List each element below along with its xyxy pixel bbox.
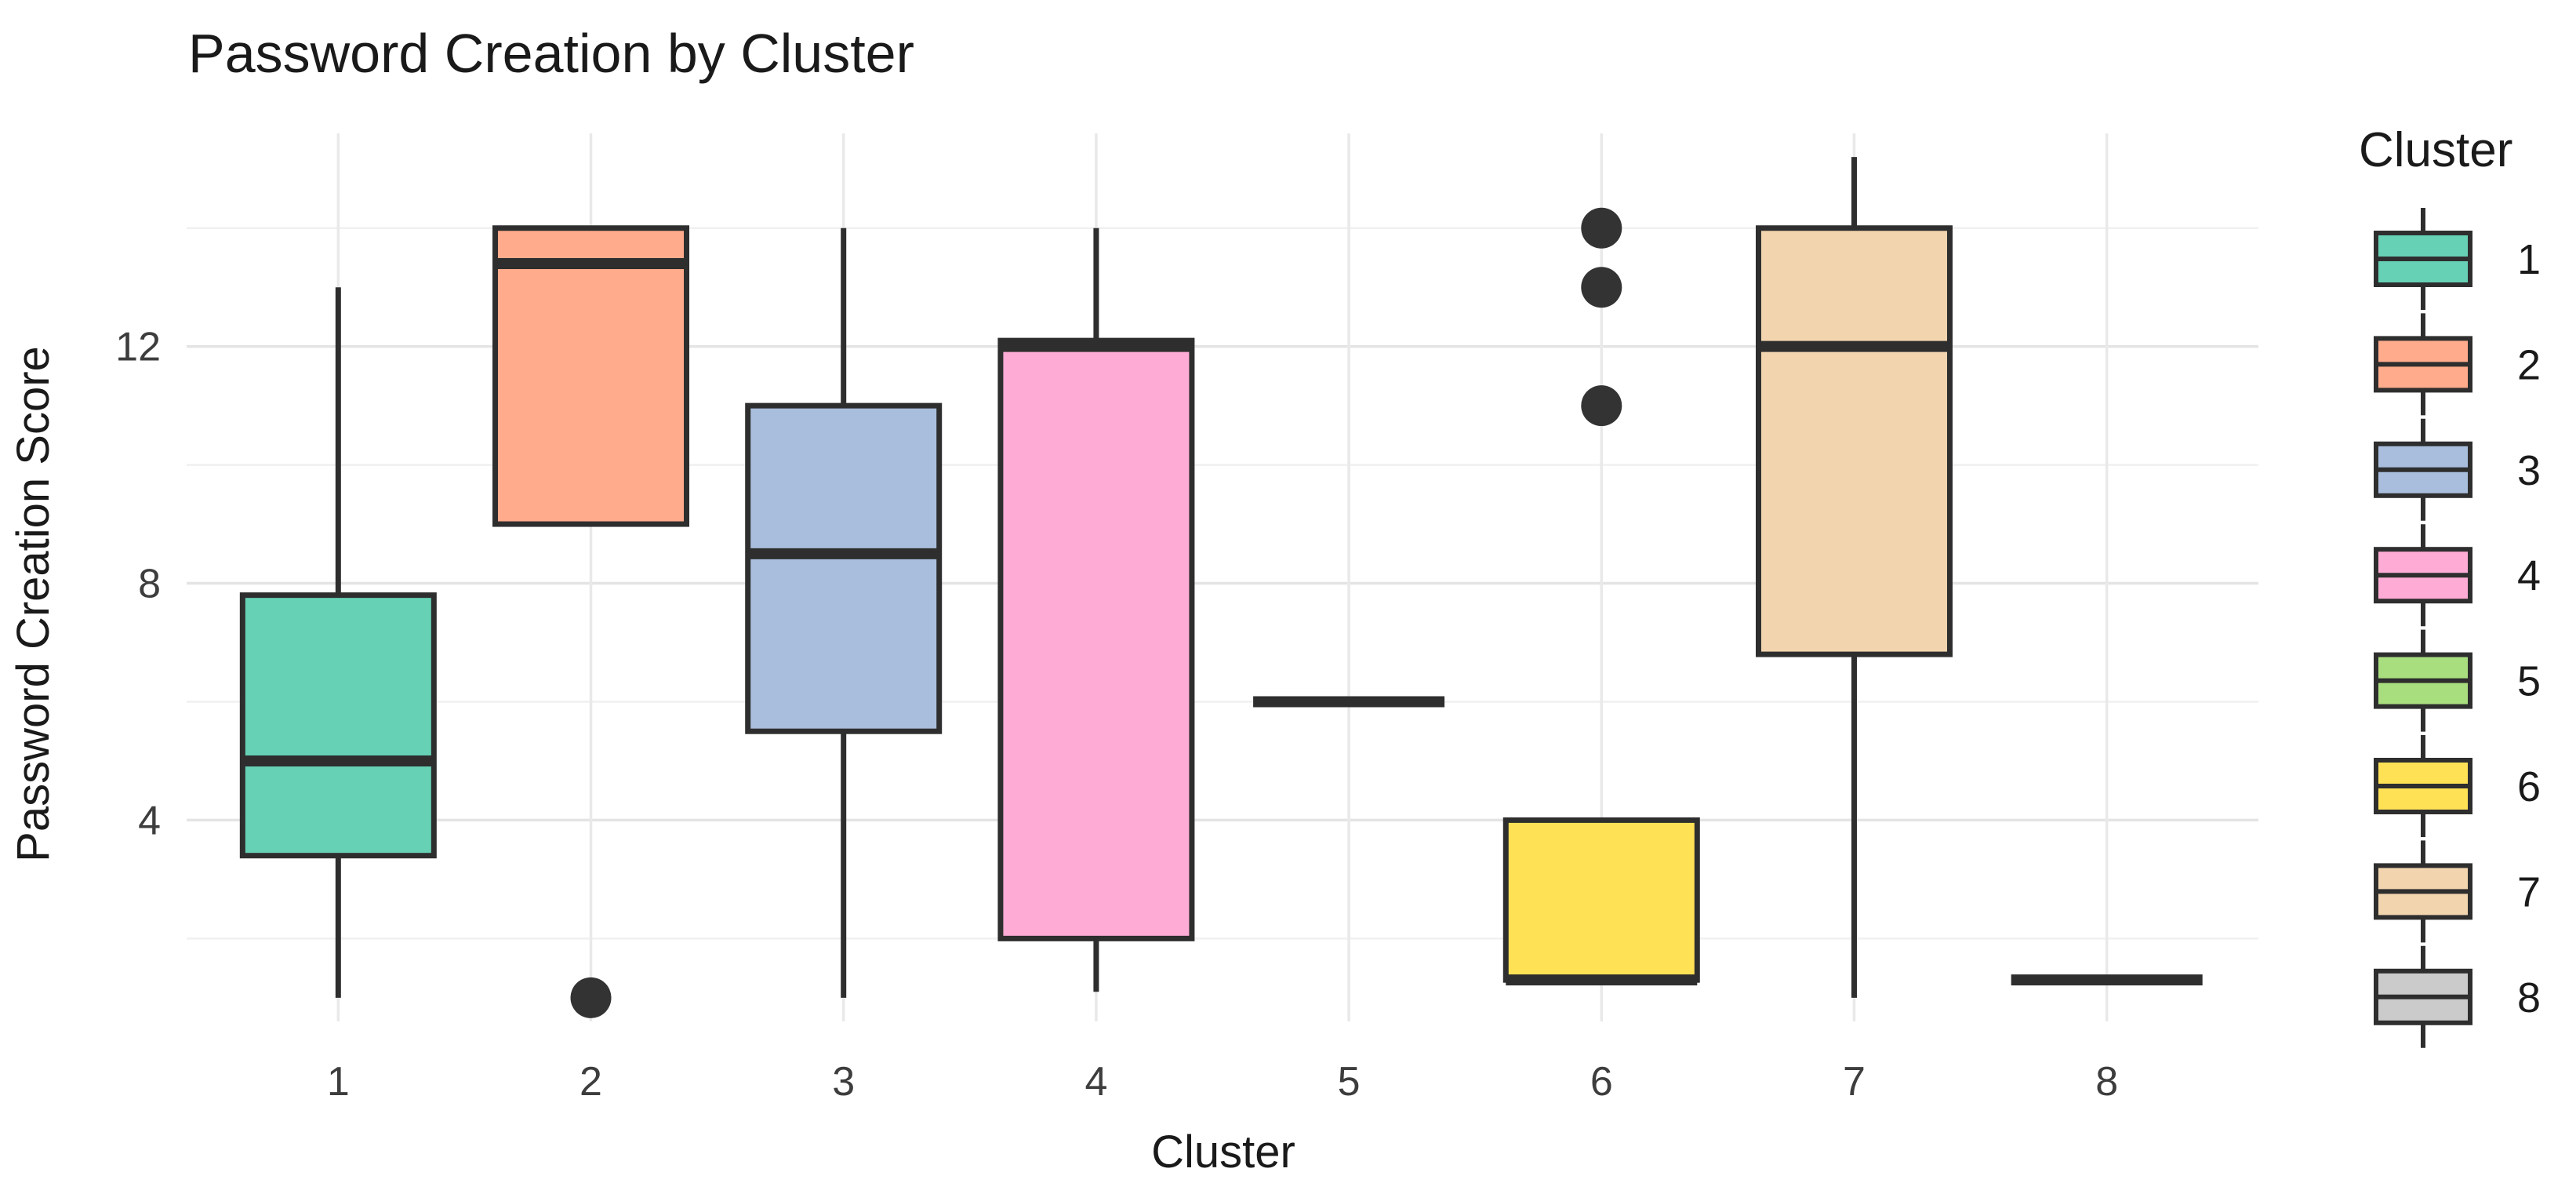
iqr-box (1502, 817, 1700, 983)
legend-entry-7: 7 (2374, 840, 2541, 943)
x-tick-label: 1 (327, 1059, 350, 1105)
boxplot-cluster-1 (239, 287, 437, 998)
legend: 1 2 3 4 5 6 7 8 (2374, 208, 2541, 1048)
x-tick-label: 6 (1590, 1059, 1613, 1105)
iqr-box (745, 402, 943, 734)
legend-entry-label: 6 (2517, 763, 2541, 810)
legend-entry-label: 3 (2517, 447, 2541, 494)
legend-entry-3: 3 (2374, 418, 2541, 521)
outlier-point (570, 977, 612, 1018)
x-tick-label: 8 (2095, 1059, 2118, 1105)
outlier-point (1581, 385, 1622, 427)
legend-entry-label: 7 (2517, 868, 2541, 916)
legend-entry-label: 5 (2517, 658, 2541, 705)
y-tick-label: 8 (138, 562, 161, 607)
legend-entry-8: 8 (2374, 945, 2541, 1048)
boxplot-cluster-4 (997, 228, 1195, 992)
iqr-box (492, 225, 690, 527)
y-tick-label: 4 (138, 798, 161, 843)
boxplot-cluster-6 (1502, 207, 1700, 986)
legend-entry-label: 4 (2517, 552, 2541, 599)
legend-entry-label: 1 (2517, 236, 2541, 283)
outlier-point (1581, 267, 1622, 308)
legend-entry-6: 6 (2374, 735, 2541, 837)
legend-title: Cluster (2359, 123, 2512, 177)
legend-entry-5: 5 (2374, 629, 2541, 732)
boxplot-cluster-3 (745, 228, 943, 998)
iqr-box (239, 592, 437, 859)
y-axis-title: Password Creation Score (8, 346, 59, 862)
x-tick-label: 7 (1843, 1059, 1866, 1105)
legend-entry-1: 1 (2374, 208, 2541, 310)
iqr-box (997, 337, 1195, 941)
iqr-box (1755, 225, 1953, 657)
boxplot-layer (239, 157, 2203, 1018)
x-tick-label: 2 (580, 1059, 602, 1105)
legend-entry-label: 2 (2517, 341, 2541, 388)
x-axis-title: Cluster (1151, 1127, 1295, 1178)
legend-entry-4: 4 (2374, 524, 2541, 627)
legend-entry-2: 2 (2374, 313, 2541, 416)
outlier-point (1581, 207, 1622, 249)
chart-title: Password Creation by Cluster (188, 23, 914, 84)
boxplot-cluster-2 (492, 225, 690, 1018)
y-tick-label: 12 (115, 325, 161, 370)
boxplot-cluster-7 (1755, 157, 1953, 998)
x-tick-label: 5 (1338, 1059, 1361, 1105)
x-tick-label: 3 (832, 1059, 855, 1105)
legend-entry-label: 8 (2517, 974, 2541, 1021)
x-tick-label: 4 (1085, 1059, 1107, 1105)
